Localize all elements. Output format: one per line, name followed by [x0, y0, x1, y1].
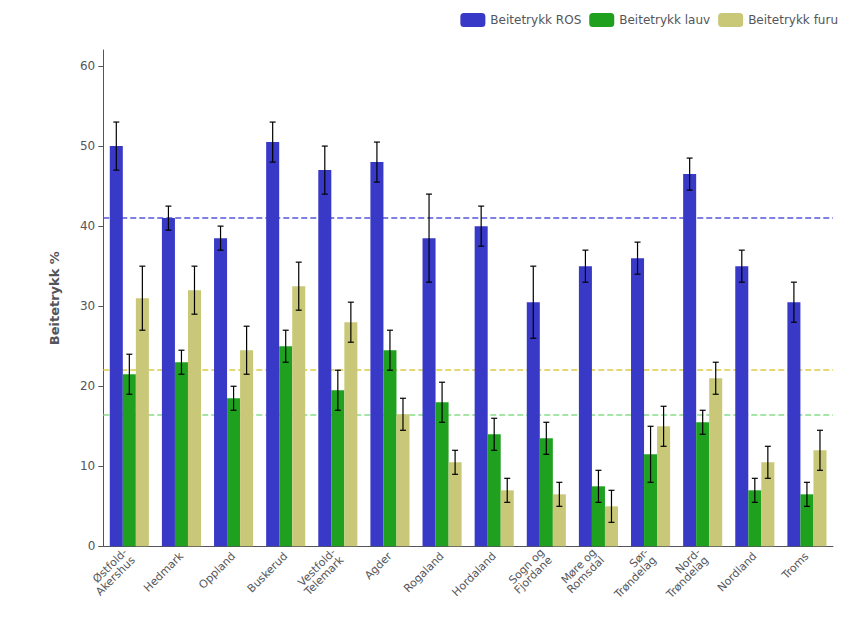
svg-text:0: 0 [88, 539, 96, 553]
svg-text:Beitetrykk %: Beitetrykk % [47, 251, 62, 345]
svg-text:Troms: Troms [779, 550, 812, 583]
svg-text:Hordaland: Hordaland [449, 550, 498, 599]
svg-text:20: 20 [80, 379, 95, 393]
svg-text:Agder: Agder [362, 549, 395, 582]
svg-text:Beitetrykk lauv: Beitetrykk lauv [619, 13, 710, 27]
svg-text:Møre og: Møre og [558, 545, 600, 587]
svg-text:Beitetrykk ROS: Beitetrykk ROS [490, 13, 581, 27]
svg-text:30: 30 [80, 299, 95, 313]
svg-text:Sogn og: Sogn og [506, 545, 547, 587]
svg-text:Hedmark: Hedmark [141, 549, 186, 594]
svg-text:Telemark: Telemark [301, 553, 347, 599]
svg-text:Rogaland: Rogaland [401, 550, 446, 595]
svg-text:Vestfold-: Vestfold- [295, 545, 339, 589]
svg-text:Trøndelag: Trøndelag [663, 554, 711, 602]
svg-text:Oppland: Oppland [196, 550, 238, 592]
svg-text:40: 40 [80, 219, 95, 233]
svg-text:Akershus: Akershus [93, 553, 138, 598]
svg-text:Nord-: Nord- [672, 545, 704, 577]
svg-text:60: 60 [80, 59, 95, 73]
svg-text:50: 50 [80, 139, 95, 153]
svg-text:Romsdal: Romsdal [564, 554, 606, 596]
svg-text:Østfold-: Østfold- [90, 545, 130, 586]
svg-text:Buskerud: Buskerud [245, 550, 291, 596]
svg-text:Sør-: Sør- [626, 545, 652, 571]
svg-text:Nordland: Nordland [715, 550, 760, 595]
svg-text:Beitetrykk furu: Beitetrykk furu [748, 13, 838, 27]
svg-text:Trøndelag: Trøndelag [611, 554, 659, 602]
svg-text:10: 10 [80, 459, 95, 473]
svg-text:Fjordane: Fjordane [512, 553, 555, 596]
